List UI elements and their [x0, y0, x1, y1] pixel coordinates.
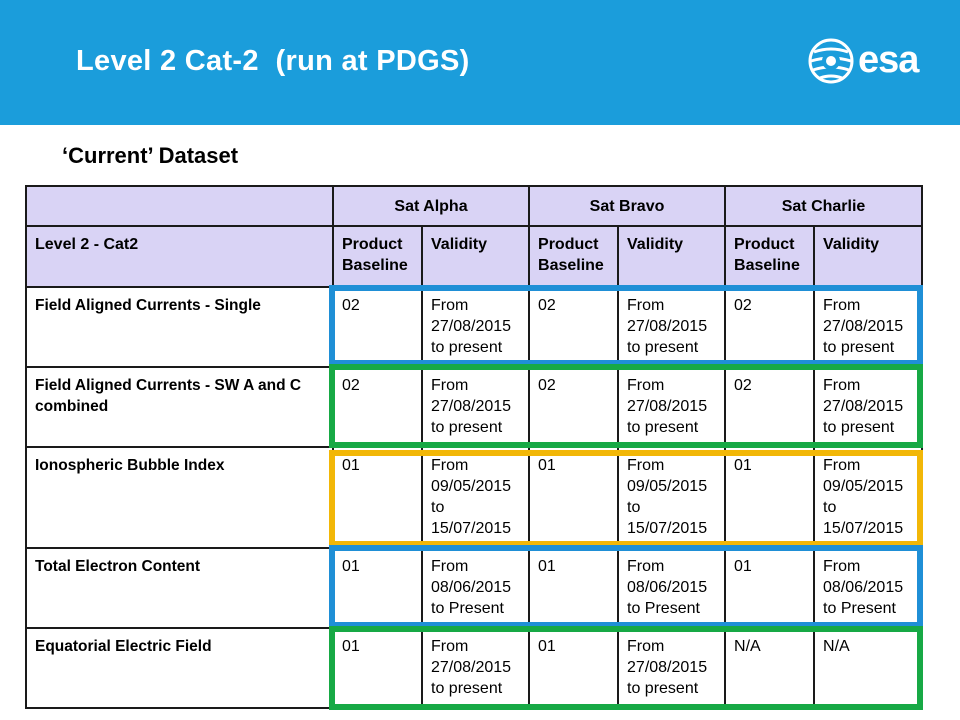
table-row: Total Electron Content 01 From 08/06/201…: [25, 547, 924, 629]
validity-cell: From 09/05/2015 to 15/07/2015: [420, 446, 531, 549]
baseline-cell: 01: [724, 547, 816, 629]
baseline-cell: 01: [528, 627, 620, 709]
baseline-cell: 01: [724, 446, 816, 549]
row-product-name: Equatorial Electric Field: [25, 627, 334, 709]
baseline-cell: 02: [332, 286, 423, 368]
validity-cell: From 27/08/2015 to present: [813, 366, 924, 448]
baseline-cell: 01: [332, 446, 423, 549]
dataset-subtitle: ‘Current’ Dataset: [62, 143, 239, 168]
row-header-label: Level 2 - Cat2: [25, 225, 334, 288]
validity-cell: From 27/08/2015 to present: [617, 286, 727, 368]
slide-title: Level 2 Cat-2 (run at PDGS): [76, 45, 470, 77]
table-row: Field Aligned Currents - Single 02 From …: [25, 286, 924, 368]
validity-header: Validity: [617, 225, 727, 288]
validity-header: Validity: [420, 225, 531, 288]
esa-logo-text: esa: [858, 39, 919, 81]
validity-cell: From 08/06/2015 to Present: [420, 547, 531, 629]
product-baseline-header: Product Baseline: [332, 225, 423, 288]
baseline-cell: 01: [528, 446, 620, 549]
product-baseline-header: Product Baseline: [528, 225, 620, 288]
baseline-cell: 01: [332, 547, 423, 629]
validity-cell: From 27/08/2015 to present: [813, 286, 924, 368]
header-empty-cell: [25, 185, 334, 227]
baseline-cell: N/A: [724, 627, 816, 709]
baseline-cell: 02: [724, 286, 816, 368]
esa-globe-icon: [808, 38, 854, 84]
validity-cell: From 09/05/2015 to 15/07/2015: [617, 446, 727, 549]
title-banner: Level 2 Cat-2 (run at PDGS) esa: [0, 0, 960, 125]
product-baseline-header: Product Baseline: [724, 225, 816, 288]
validity-cell: From 08/06/2015 to Present: [617, 547, 727, 629]
validity-cell: From 09/05/2015 to 15/07/2015: [813, 446, 924, 549]
sat-bravo-header: Sat Bravo: [528, 185, 727, 227]
table-row: Ionospheric Bubble Index 01 From 09/05/2…: [25, 446, 924, 549]
baseline-cell: 02: [724, 366, 816, 448]
validity-cell: From 08/06/2015 to Present: [813, 547, 924, 629]
satellite-header-row: Sat Alpha Sat Bravo Sat Charlie: [25, 185, 924, 227]
validity-header: Validity: [813, 225, 924, 288]
row-product-name: Field Aligned Currents - SW A and C comb…: [25, 366, 334, 448]
dataset-table: Sat Alpha Sat Bravo Sat Charlie Level 2 …: [25, 185, 924, 709]
row-product-name: Ionospheric Bubble Index: [25, 446, 334, 549]
validity-cell: N/A: [813, 627, 924, 709]
validity-cell: From 27/08/2015 to present: [420, 286, 531, 368]
esa-logo: esa: [808, 38, 938, 86]
validity-cell: From 27/08/2015 to present: [420, 366, 531, 448]
row-product-name: Total Electron Content: [25, 547, 334, 629]
validity-cell: From 27/08/2015 to present: [617, 366, 727, 448]
baseline-cell: 02: [528, 366, 620, 448]
table-row: Equatorial Electric Field 01 From 27/08/…: [25, 627, 924, 709]
sat-alpha-header: Sat Alpha: [331, 185, 531, 227]
baseline-cell: 02: [332, 366, 423, 448]
row-product-name: Field Aligned Currents - Single: [25, 286, 334, 368]
validity-cell: From 27/08/2015 to present: [617, 627, 727, 709]
table-row: Field Aligned Currents - SW A and C comb…: [25, 366, 924, 448]
baseline-cell: 01: [528, 547, 620, 629]
sat-charlie-header: Sat Charlie: [724, 185, 924, 227]
column-header-row: Level 2 - Cat2 Product Baseline Validity…: [25, 225, 924, 288]
baseline-cell: 01: [332, 627, 423, 709]
baseline-cell: 02: [528, 286, 620, 368]
validity-cell: From 27/08/2015 to present: [420, 627, 531, 709]
